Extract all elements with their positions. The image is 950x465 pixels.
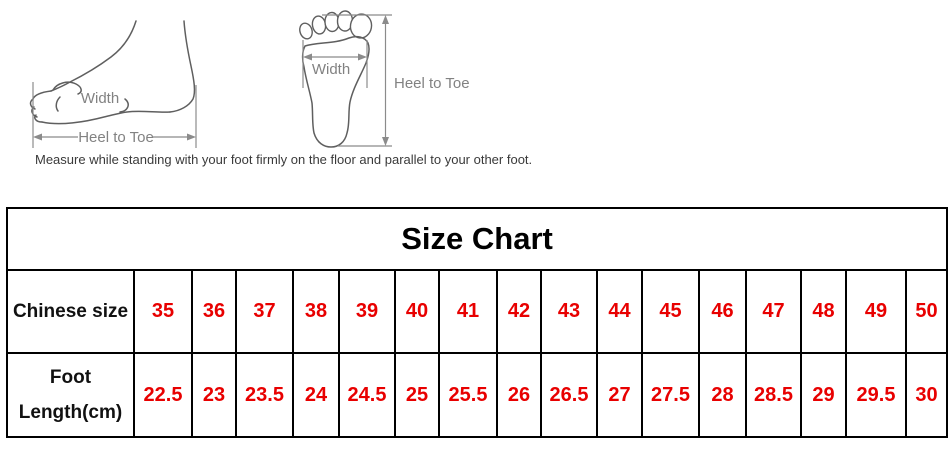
size-value-cell: 28.5 bbox=[745, 352, 802, 438]
size-value-cell: 36 bbox=[191, 269, 237, 354]
size-value-cell: 28 bbox=[698, 352, 747, 438]
size-chart-body: Size Chart Chinese size 35 36 37 38 39 40 41 42 4… bbox=[5, 207, 949, 438]
size-value-cell: 47 bbox=[745, 269, 802, 354]
size-value-cell: 48 bbox=[800, 269, 847, 354]
size-value-cell: 25.5 bbox=[438, 352, 498, 438]
size-value-cell: 38 bbox=[292, 269, 340, 354]
size-value-cell: 23 bbox=[191, 352, 237, 438]
size-value-cell: 27 bbox=[596, 352, 643, 438]
foot-measurement-diagrams: Width Heel to Toe Width Heel to Toe bbox=[29, 10, 470, 148]
size-value-cell: 46 bbox=[698, 269, 747, 354]
foot-side-view-diagram bbox=[29, 20, 196, 125]
foot-top-view-diagram bbox=[299, 10, 373, 148]
top-view-heel-to-toe-label: Heel to Toe bbox=[394, 75, 470, 92]
size-value-cell: 45 bbox=[641, 269, 700, 354]
size-value-cell: 22.5 bbox=[133, 352, 193, 438]
row-label: Chinese size bbox=[6, 269, 135, 354]
size-value-cell: 24.5 bbox=[338, 352, 396, 438]
size-value-cell: 50 bbox=[904, 269, 949, 354]
size-value-cell: 26 bbox=[496, 352, 542, 438]
top-view-width-label: Width bbox=[312, 61, 350, 78]
size-value-cell: 30 bbox=[904, 352, 949, 438]
size-value-cell: 49 bbox=[845, 269, 907, 354]
size-value-cell: 42 bbox=[496, 269, 542, 354]
size-value-cell: 43 bbox=[540, 269, 598, 354]
size-chart-table: Size Chart Chinese size 35 36 37 38 39 40 41 42 4… bbox=[5, 207, 949, 438]
size-value-cell: 27.5 bbox=[641, 352, 700, 438]
size-value-cell: 37 bbox=[235, 269, 294, 354]
side-view-heel-to-toe-label: Heel to Toe bbox=[78, 129, 154, 146]
size-value-cell: 24 bbox=[292, 352, 340, 438]
size-value-cell: 40 bbox=[394, 269, 440, 354]
row-label: Foot Length(cm) bbox=[6, 352, 135, 438]
size-value-cell: 23.5 bbox=[235, 352, 294, 438]
side-view-width-label: Width bbox=[81, 90, 119, 107]
size-value-cell: 35 bbox=[133, 269, 193, 354]
top-view-dimensions: Width Heel to Toe bbox=[302, 14, 470, 147]
size-chart-title-row: Size Chart bbox=[5, 207, 949, 271]
size-chart-row: Chinese size 35 36 37 38 39 40 41 42 43 44 45 46 47 48… bbox=[6, 269, 949, 354]
side-view-dimensions: Width Heel to Toe bbox=[32, 82, 197, 148]
size-chart-title: Size Chart bbox=[5, 207, 949, 271]
size-value-cell: 44 bbox=[596, 269, 643, 354]
size-value-cell: 39 bbox=[338, 269, 396, 354]
size-value-cell: 29.5 bbox=[845, 352, 907, 438]
size-chart-row: Foot Length(cm) 22.5 23 23.5 24 24.5 25 25.5 26 2… bbox=[6, 352, 949, 438]
size-value-cell: 26.5 bbox=[540, 352, 598, 438]
size-value-cell: 29 bbox=[800, 352, 847, 438]
size-value-cell: 25 bbox=[394, 352, 440, 438]
size-value-cell: 41 bbox=[438, 269, 498, 354]
measure-instruction-text: Measure while standing with your foot fi… bbox=[35, 152, 533, 167]
